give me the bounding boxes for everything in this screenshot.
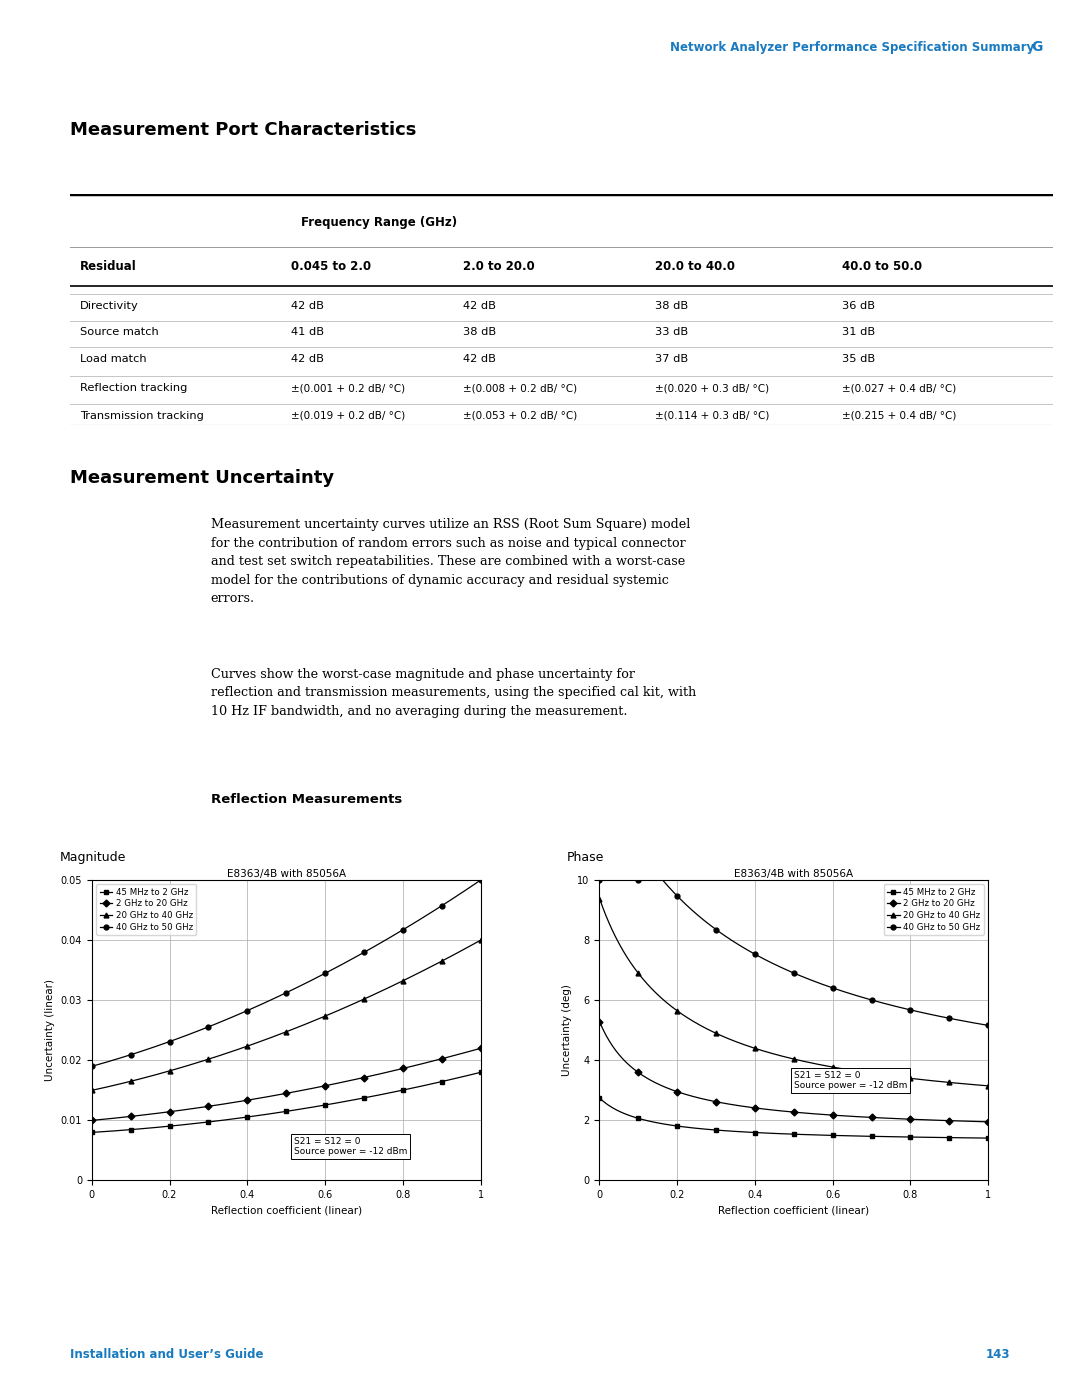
Text: 38 dB: 38 dB [463,327,497,338]
X-axis label: Reflection coefficient (linear): Reflection coefficient (linear) [211,1206,362,1215]
Text: Phase: Phase [567,851,605,863]
Legend: 45 MHz to 2 GHz, 2 GHz to 20 GHz, 20 GHz to 40 GHz, 40 GHz to 50 GHz: 45 MHz to 2 GHz, 2 GHz to 20 GHz, 20 GHz… [96,884,197,935]
Text: ±(0.053 + 0.2 dB/ °C): ±(0.053 + 0.2 dB/ °C) [463,411,578,420]
Text: Reflection Measurements: Reflection Measurements [211,792,402,806]
Text: Measurement Port Characteristics: Measurement Port Characteristics [70,122,417,138]
Text: 38 dB: 38 dB [654,300,688,312]
Text: Residual: Residual [80,260,137,274]
Text: 42 dB: 42 dB [463,353,496,365]
Text: 41 dB: 41 dB [292,327,324,338]
Text: Magnitude: Magnitude [59,851,125,863]
Text: ±(0.020 + 0.3 dB/ °C): ±(0.020 + 0.3 dB/ °C) [654,383,769,394]
Text: 31 dB: 31 dB [841,327,875,338]
Text: Measurement Uncertainty: Measurement Uncertainty [70,469,335,486]
Text: Transmission tracking: Transmission tracking [80,411,204,420]
Text: ±(0.215 + 0.4 dB/ °C): ±(0.215 + 0.4 dB/ °C) [841,411,956,420]
Legend: 45 MHz to 2 GHz, 2 GHz to 20 GHz, 20 GHz to 40 GHz, 40 GHz to 50 GHz: 45 MHz to 2 GHz, 2 GHz to 20 GHz, 20 GHz… [883,884,984,935]
Text: Installation and User’s Guide: Installation and User’s Guide [70,1348,264,1361]
Text: ±(0.008 + 0.2 dB/ °C): ±(0.008 + 0.2 dB/ °C) [463,383,578,394]
Text: 42 dB: 42 dB [292,353,324,365]
Text: G: G [1031,41,1043,54]
Text: Curves show the worst-case magnitude and phase uncertainty for
reflection and tr: Curves show the worst-case magnitude and… [211,668,696,718]
Text: 2.0 to 20.0: 2.0 to 20.0 [463,260,535,274]
Text: Load match: Load match [80,353,147,365]
Text: 40.0 to 50.0: 40.0 to 50.0 [841,260,922,274]
Text: Source match: Source match [80,327,159,338]
Text: 143: 143 [985,1348,1010,1361]
Text: ±(0.019 + 0.2 dB/ °C): ±(0.019 + 0.2 dB/ °C) [292,411,406,420]
Y-axis label: Uncertainty (linear): Uncertainty (linear) [45,979,55,1081]
Text: 20.0 to 40.0: 20.0 to 40.0 [654,260,735,274]
Text: ±(0.027 + 0.4 dB/ °C): ±(0.027 + 0.4 dB/ °C) [841,383,956,394]
Text: 0.045 to 2.0: 0.045 to 2.0 [292,260,372,274]
Text: 35 dB: 35 dB [841,353,875,365]
Text: Network Analyzer Performance Specification Summary: Network Analyzer Performance Specificati… [670,41,1034,54]
Title: E8363/4B with 85056A: E8363/4B with 85056A [227,869,346,879]
Text: Measurement uncertainty curves utilize an RSS (Root Sum Square) model
for the co: Measurement uncertainty curves utilize a… [211,518,690,605]
X-axis label: Reflection coefficient (linear): Reflection coefficient (linear) [718,1206,869,1215]
Text: S21 = S12 = 0
Source power = -12 dBm: S21 = S12 = 0 Source power = -12 dBm [794,1071,907,1090]
Title: E8363/4B with 85056A: E8363/4B with 85056A [734,869,853,879]
Text: ±(0.001 + 0.2 dB/ °C): ±(0.001 + 0.2 dB/ °C) [292,383,405,394]
Text: Reflection tracking: Reflection tracking [80,383,188,394]
Text: 33 dB: 33 dB [654,327,688,338]
Text: S21 = S12 = 0
Source power = -12 dBm: S21 = S12 = 0 Source power = -12 dBm [294,1137,407,1157]
Text: ±(0.114 + 0.3 dB/ °C): ±(0.114 + 0.3 dB/ °C) [654,411,769,420]
Text: 42 dB: 42 dB [463,300,496,312]
Text: 37 dB: 37 dB [654,353,688,365]
Text: Directivity: Directivity [80,300,138,312]
Text: Frequency Range (GHz): Frequency Range (GHz) [301,217,457,229]
Text: 42 dB: 42 dB [292,300,324,312]
Y-axis label: Uncertainty (deg): Uncertainty (deg) [562,985,572,1076]
Text: 36 dB: 36 dB [841,300,875,312]
